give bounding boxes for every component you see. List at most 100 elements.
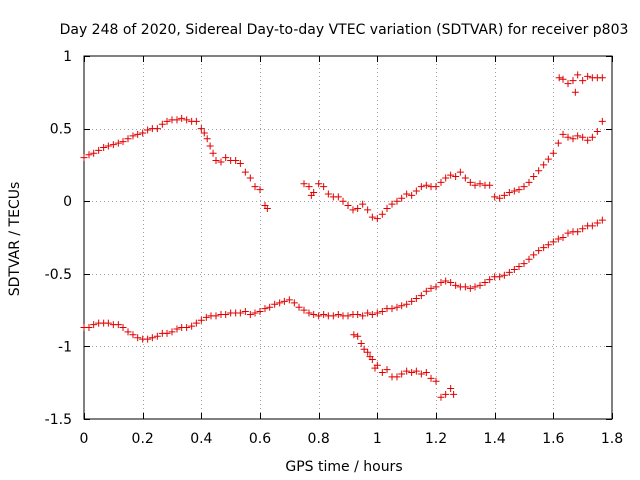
data-point [300,306,308,314]
data-point [364,206,372,214]
data-point [354,332,362,340]
data-point [408,369,416,377]
data-point [200,129,208,137]
data-point [579,133,587,141]
data-point [496,273,504,281]
data-point [364,309,372,317]
data-point [554,139,562,147]
data-point [525,178,533,186]
x-tick-labels: 0 0.2 0.4 0.6 0.8 1 1.2 1.4 1.6 1.8 [80,431,624,447]
data-point [364,348,372,356]
chart-title: Day 248 of 2020, Sidereal Day-to-day VTE… [60,22,629,38]
data-point [383,366,391,374]
data-point [515,186,523,194]
data-point [520,183,528,191]
data-point [378,308,386,316]
data-point [359,200,367,208]
data-point [505,188,513,196]
data-point [437,178,445,186]
data-point [276,299,284,307]
data-point [571,88,579,96]
data-point [422,287,430,295]
data-point [564,80,572,88]
data-point [197,316,205,324]
data-point [574,132,582,140]
data-point [471,283,479,291]
data-point [119,138,127,146]
data-point [442,174,450,182]
data-point [452,281,460,289]
data-point [368,213,376,221]
data-point [476,281,484,289]
data-point [373,309,381,317]
x-tick-label: 0.8 [308,431,330,447]
data-point [544,155,552,163]
data-point [393,303,401,311]
data-point [350,331,358,339]
data-point [588,222,596,230]
data-point [496,194,504,202]
data-point [256,186,264,194]
data-point [324,190,332,198]
data-point [202,313,210,321]
x-tick-label: 0.6 [249,431,271,447]
data-point [354,310,362,318]
data-point [403,367,411,375]
data-point [427,284,435,292]
y-tick-label: 0 [63,194,72,210]
data-point [344,312,352,320]
data-point [173,325,181,333]
data-point [559,75,567,83]
data-point [320,310,328,318]
plot-frame [83,55,613,420]
data-point [579,77,587,85]
data-point [574,71,582,79]
data-point [530,251,538,259]
data-point [217,158,225,166]
data-point [134,334,142,342]
data-point [408,191,416,199]
data-point [559,130,567,138]
data-point [315,180,323,188]
data-point [153,332,161,340]
data-point [368,310,376,318]
data-point [349,206,357,214]
data-point [241,168,249,176]
data-point [466,178,474,186]
data-point [373,215,381,223]
grid [84,56,612,419]
data-point [251,183,259,191]
data-point [300,180,308,188]
data-point [554,235,562,243]
data-point [450,390,458,398]
data-point [598,117,606,125]
data-point [206,142,214,150]
data-point [579,225,587,233]
data-point [398,370,406,378]
data-point [588,133,596,141]
data-point [334,193,342,201]
data-point [344,202,352,210]
data-point [212,157,220,165]
data-point [486,276,494,284]
data-point [246,174,254,182]
data-point [334,310,342,318]
data-point [593,128,601,136]
data-point [173,116,181,124]
data-point [447,171,455,179]
data-point [584,136,592,144]
data-point [212,312,220,320]
data-point [119,324,127,332]
data-point [598,74,606,82]
x-tick-label: 1.8 [601,431,623,447]
data-point [437,393,445,401]
data-point [222,154,230,162]
data-point [481,279,489,287]
data-point [310,188,318,196]
y-tick-label: 1 [63,49,72,65]
data-point [432,283,440,291]
data-point [192,319,200,327]
data-point [398,194,406,202]
data-point [442,277,450,285]
